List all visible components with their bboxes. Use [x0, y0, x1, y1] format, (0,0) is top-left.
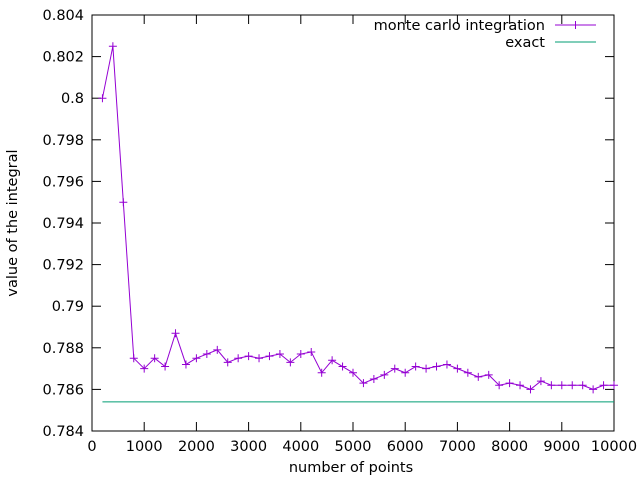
data-point — [255, 354, 264, 363]
data-point — [401, 368, 410, 377]
data-point — [349, 368, 357, 377]
legend-marker — [571, 21, 580, 29]
data-point — [192, 354, 201, 363]
data-point — [442, 360, 451, 369]
data-point — [484, 370, 493, 379]
legend-label: monte carlo integration — [374, 18, 545, 34]
data-point — [411, 362, 420, 371]
data-point — [213, 345, 222, 354]
data-point — [286, 358, 295, 367]
data-point — [463, 368, 472, 377]
x-tick-label: 3000 — [230, 439, 267, 455]
data-point — [98, 94, 107, 103]
data-point — [526, 385, 535, 394]
data-point — [338, 362, 347, 371]
data-point — [202, 350, 211, 359]
data-point — [432, 362, 441, 371]
data-point — [557, 381, 566, 390]
data-point — [422, 364, 431, 373]
data-point — [171, 329, 180, 338]
data-point — [129, 354, 138, 363]
legend-label: exact — [505, 35, 545, 51]
axes: 0.784 0.786 0.788 0.79 0.792 0.794 0.796 0.798 0… — [42, 8, 637, 455]
plot-frame — [91, 14, 615, 432]
data-point — [181, 360, 190, 369]
data-point — [108, 42, 117, 51]
x-tick-label: 9000 — [543, 439, 580, 455]
data-point — [223, 358, 232, 367]
x-tick-label: 6000 — [387, 439, 424, 455]
data-point — [505, 379, 514, 388]
data-point — [307, 347, 316, 356]
data-point — [578, 381, 587, 390]
data-point — [265, 352, 274, 361]
data-point — [150, 354, 159, 363]
x-tick-label: 10000 — [591, 439, 637, 455]
y-tick-label: 0.784 — [42, 424, 84, 440]
data-point — [244, 352, 253, 361]
data-point — [328, 356, 337, 365]
x-tick-label: 7000 — [439, 439, 476, 455]
data-point — [369, 375, 378, 383]
y-tick-label: 0.794 — [42, 216, 84, 232]
y-tick-label: 0.792 — [42, 258, 84, 274]
y-tick-label: 0.79 — [52, 299, 84, 315]
data-point — [568, 381, 577, 390]
x-tick-label: 1000 — [126, 439, 163, 455]
data-point — [234, 354, 243, 363]
y-tick-label: 0.798 — [42, 133, 84, 149]
x-tick-label: 2000 — [178, 439, 215, 455]
y-axis-label: value of the integral — [5, 149, 21, 296]
x-tick-label: 8000 — [491, 439, 528, 455]
data-point — [317, 368, 326, 377]
data-point — [140, 364, 149, 373]
data-point — [474, 372, 483, 381]
y-tick-label: 0.804 — [42, 8, 84, 24]
data-point — [599, 381, 608, 390]
x-axis-label: number of points — [289, 460, 413, 476]
data-point — [610, 381, 618, 390]
y-tick-label: 0.788 — [42, 341, 84, 357]
x-tick-label: 4000 — [282, 439, 319, 455]
data-point — [516, 381, 525, 390]
data-point — [161, 362, 170, 371]
y-tick-label: 0.796 — [42, 174, 84, 190]
y-tick-label: 0.786 — [42, 382, 84, 398]
data-point — [275, 350, 284, 359]
x-tick-label: 0 — [87, 439, 96, 455]
data-point — [380, 370, 389, 379]
data-point — [453, 364, 462, 373]
data-point — [359, 379, 368, 388]
plot-area — [98, 42, 618, 403]
y-tick-label: 0.8 — [61, 91, 84, 107]
data-point — [296, 350, 305, 359]
x-tick-label: 5000 — [335, 439, 372, 455]
data-point — [536, 377, 545, 386]
data-point — [547, 381, 556, 390]
series-line-0 — [101, 46, 614, 390]
data-point — [119, 198, 128, 207]
data-point — [390, 364, 399, 373]
data-point — [589, 385, 598, 394]
data-point — [495, 381, 504, 390]
y-tick-label: 0.802 — [42, 50, 84, 66]
